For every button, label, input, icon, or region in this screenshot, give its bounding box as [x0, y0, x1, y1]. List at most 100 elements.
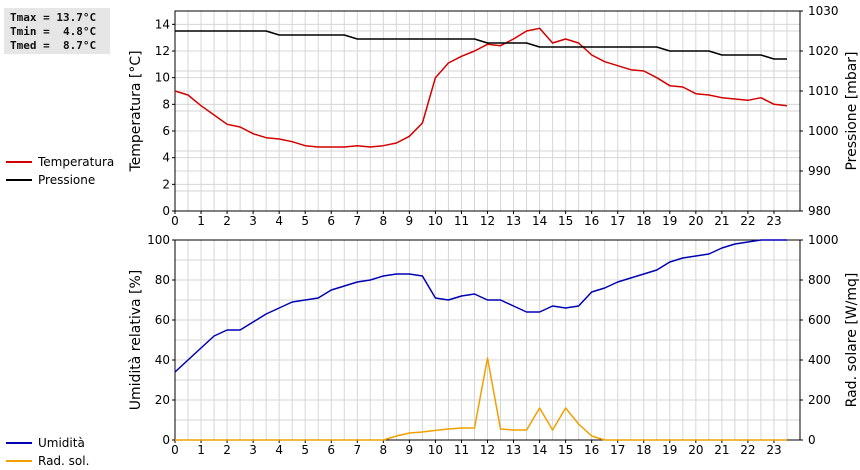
legend-swatch [6, 179, 32, 181]
y-axis-label: Umidità relativa [%] [128, 270, 144, 411]
x-tick-label: 9 [406, 443, 414, 457]
legend-swatch [6, 460, 32, 462]
legend-label: Pressione [38, 173, 96, 187]
chart-panel-1: 0 1 2 3 4 5 6 7 8 9 10 11 12 13 14 15 16 17 18 19 20 21 22 2302… [128, 4, 860, 228]
x-tick-label: 5 [301, 214, 309, 228]
y2-tick-label: 400 [808, 353, 831, 367]
series-line-umidit [174, 239, 787, 373]
y-tick-label: 10 [155, 71, 170, 85]
tmed-text: Tmed = 8.7°C [10, 39, 97, 52]
x-tick-label: 8 [380, 214, 388, 228]
legend-label: Temperatura [38, 155, 115, 169]
x-tick-label: 0 [171, 214, 179, 228]
x-tick-label: 6 [327, 443, 335, 457]
x-tick-label: 13 [506, 443, 521, 457]
x-tick-label: 21 [714, 214, 729, 228]
y-tick-label: 12 [155, 44, 170, 58]
x-tick-label: 19 [662, 214, 677, 228]
x-tick-label: 9 [406, 214, 414, 228]
x-tick-label: 16 [584, 214, 599, 228]
x-tick-label: 18 [636, 214, 651, 228]
y2-tick-label: 1030 [808, 4, 839, 18]
y-tick-label: 80 [155, 273, 170, 287]
y2-axis-label: Rad. solare [W/mq] [844, 273, 860, 408]
x-tick-label: 12 [480, 443, 495, 457]
x-tick-label: 1 [197, 443, 205, 457]
x-tick-label: 8 [380, 443, 388, 457]
y2-tick-label: 0 [808, 433, 816, 447]
x-tick-label: 19 [662, 443, 677, 457]
y2-tick-label: 1010 [808, 84, 839, 98]
x-tick-label: 21 [714, 443, 729, 457]
y-tick-label: 2 [162, 177, 170, 191]
x-tick-label: 3 [249, 443, 257, 457]
x-tick-label: 10 [428, 443, 443, 457]
x-tick-label: 12 [480, 214, 495, 228]
x-tick-label: 22 [740, 214, 755, 228]
legend-top: Temperatura Pressione [6, 153, 114, 189]
x-tick-label: 7 [353, 443, 361, 457]
tmax-text: Tmax = 13.7°C [10, 11, 97, 24]
y2-tick-label: 990 [808, 164, 831, 178]
y-tick-label: 8 [162, 97, 170, 111]
series-line-temperatura [174, 27, 788, 148]
x-tick-label: 13 [506, 214, 521, 228]
legend-item-temperatura: Temperatura [6, 153, 114, 171]
y2-tick-label: 200 [808, 393, 831, 407]
y-tick-label: 40 [155, 353, 170, 367]
chart-panel-2: 0 1 2 3 4 5 6 7 8 9 10 11 12 13 14 15 16 17 18 19 20 21 22 2302… [128, 233, 860, 457]
x-tick-label: 7 [353, 214, 361, 228]
series-line-pressione [175, 30, 787, 60]
y-tick-label: 0 [162, 204, 170, 218]
y-tick-label: 14 [155, 17, 170, 31]
x-tick-label: 17 [610, 214, 625, 228]
x-tick-label: 2 [223, 443, 231, 457]
x-tick-label: 0 [171, 443, 179, 457]
x-tick-label: 1 [197, 214, 205, 228]
y-tick-label: 100 [147, 233, 170, 247]
y-tick-label: 60 [155, 313, 170, 327]
x-tick-label: 20 [688, 214, 703, 228]
x-tick-label: 14 [532, 214, 547, 228]
x-tick-label: 5 [301, 443, 309, 457]
y-tick-label: 0 [162, 433, 170, 447]
y2-tick-label: 980 [808, 204, 831, 218]
x-tick-label: 2 [223, 214, 231, 228]
y2-tick-label: 1000 [808, 233, 839, 247]
x-tick-label: 15 [558, 443, 573, 457]
y2-tick-label: 800 [808, 273, 831, 287]
y2-axis-label: Pressione [mbar] [844, 51, 860, 170]
legend-item-umidita: Umidità [6, 434, 89, 452]
legend-swatch [6, 442, 32, 444]
y-tick-label: 20 [155, 393, 170, 407]
x-tick-label: 6 [327, 214, 335, 228]
legend-label: Umidità [38, 436, 85, 450]
y2-tick-label: 1000 [808, 124, 839, 138]
x-tick-label: 3 [249, 214, 257, 228]
x-tick-label: 15 [558, 214, 573, 228]
y2-tick-label: 1020 [808, 44, 839, 58]
y-axis-label: Temperatura [°C] [128, 50, 144, 172]
legend-swatch [6, 161, 32, 163]
x-tick-label: 10 [428, 214, 443, 228]
x-tick-label: 4 [275, 443, 283, 457]
x-tick-label: 11 [454, 214, 469, 228]
y-tick-label: 4 [162, 151, 170, 165]
x-tick-label: 16 [584, 443, 599, 457]
legend-item-pressione: Pressione [6, 171, 114, 189]
x-tick-label: 23 [766, 443, 781, 457]
x-tick-label: 4 [275, 214, 283, 228]
x-tick-label: 14 [532, 443, 547, 457]
stats-box: Tmax = 13.7°C Tmin = 4.8°C Tmed = 8.7°C [4, 8, 110, 54]
x-tick-label: 23 [766, 214, 781, 228]
x-tick-label: 11 [454, 443, 469, 457]
y-tick-label: 6 [162, 124, 170, 138]
tmin-text: Tmin = 4.8°C [10, 25, 97, 38]
weather-chart: 0 1 2 3 4 5 6 7 8 9 10 11 12 13 14 15 16 17 18 19 20 21 22 2302… [128, 4, 860, 457]
y2-tick-label: 600 [808, 313, 831, 327]
series-line-rad-sol [175, 357, 787, 441]
x-tick-label: 20 [688, 443, 703, 457]
x-tick-label: 17 [610, 443, 625, 457]
x-tick-label: 18 [636, 443, 651, 457]
x-tick-label: 22 [740, 443, 755, 457]
